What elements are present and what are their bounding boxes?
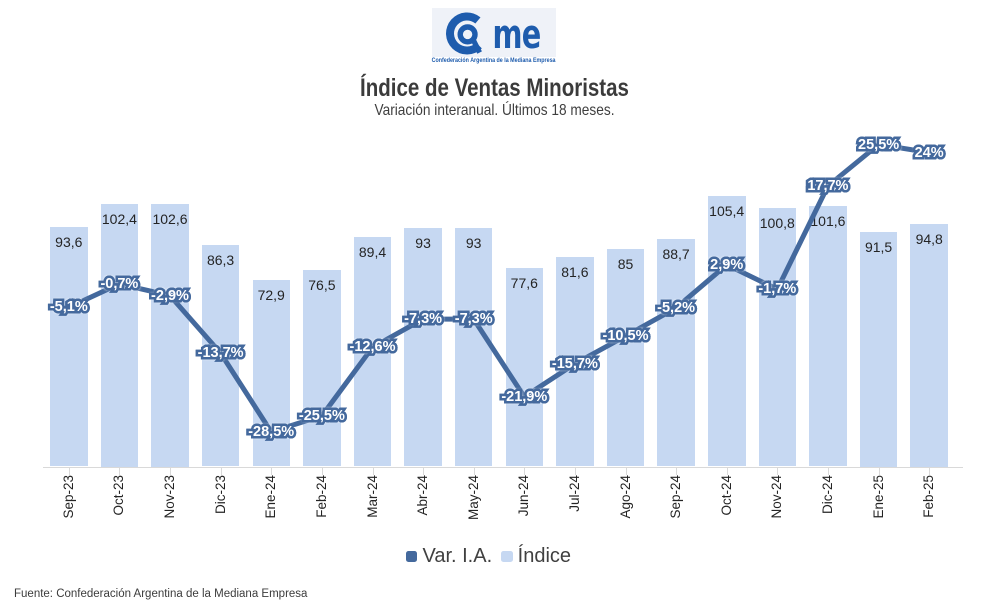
source-note: Fuente: Confederación Argentina de la Me… (14, 588, 308, 600)
bar-value-label: 85 (617, 255, 634, 272)
line-value-label: 17,7% 17,7% 17,7% (805, 176, 851, 197)
axis-tick (271, 467, 273, 475)
axis-tick (321, 467, 323, 475)
line-value-label: -21,9% -21,9% -21,9% (499, 386, 550, 407)
axis-tick (170, 467, 171, 475)
chart-subtitle: Variación interanual. Últimos 18 meses. (374, 101, 615, 119)
chart-title: Índice de Ventas Minoristas (360, 73, 629, 102)
axis-tick (68, 467, 70, 475)
axis-tick (726, 467, 728, 475)
bar-Nov-24 (758, 208, 797, 467)
axis-tick (625, 467, 627, 475)
line-value-label: -2,9% -2,9% -2,9% (149, 285, 192, 306)
bar-value-label: 93 (415, 235, 431, 252)
line-value-label: -1,7% -1,7% -1,7% (756, 279, 799, 300)
bar-Mar-24 (353, 237, 392, 467)
line-value-label: -28,5% -28,5% -28,5% (246, 421, 297, 442)
line-value-label: -7,3% -7,3% -7,3% (452, 309, 495, 330)
line-value-label: -25,5% -25,5% -25,5% (296, 405, 347, 426)
legend-label-line: Var. I.A. (422, 545, 493, 567)
axis-tick (929, 467, 931, 475)
bar-Abr-24 (404, 228, 442, 467)
bar-Feb-24 (303, 270, 341, 467)
came-logo: me (432, 8, 556, 57)
bar-Ago-24 (606, 248, 645, 467)
axis-tick (220, 467, 222, 475)
axis-tick (473, 467, 475, 475)
axis-tick (827, 467, 829, 475)
bar-Nov-23 (151, 203, 189, 467)
bar-value-label: 77,6 (510, 274, 538, 291)
line-value-label: -10,5% -10,5% -10,5% (600, 326, 651, 347)
axis-tick (119, 467, 121, 475)
axis-tick (423, 467, 425, 475)
line-value-label: -7,3% -7,3% -7,3% (402, 309, 445, 330)
line-value-label: -15,7% -15,7% -15,7% (549, 353, 600, 374)
x-axis-line (43, 466, 963, 468)
bar-Dic-24 (809, 206, 847, 467)
bar-value-label: 101,6 (810, 213, 846, 230)
legend: Var. I.A. Índice (0, 545, 983, 568)
bar-Feb-25 (910, 223, 948, 467)
bar-value-label: 81,6 (561, 264, 589, 281)
axis-tick (676, 467, 678, 475)
legend-swatch-bar (501, 550, 513, 563)
line-value-label: -5,1% -5,1% -5,1% (47, 297, 90, 318)
bar-value-label: 86,3 (206, 252, 235, 269)
bar-value-label: 93 (465, 235, 482, 252)
bar-Sep-23 (50, 226, 88, 467)
bar-value-label: 100,8 (759, 215, 795, 232)
bar-value-label: 93,6 (55, 233, 83, 250)
bar-value-label: 72,9 (257, 286, 285, 303)
came-logo-icon: me (446, 12, 541, 56)
line-value-label: 24% 24% 24% (912, 142, 946, 163)
line-path (66, 142, 932, 435)
bar-Ene-24 (252, 279, 290, 467)
bar-Oct-24 (708, 196, 746, 467)
logo-caption: Confederación Argentina de la Mediana Em… (432, 57, 556, 64)
bar-Sep-24 (657, 239, 695, 467)
bar-value-label: 102,6 (152, 210, 188, 227)
line-value-label: -12,6% -12,6% -12,6% (347, 337, 398, 358)
logo-c-shape (446, 12, 482, 55)
bar-value-label: 102,4 (101, 211, 137, 227)
bar-value-label: 76,5 (308, 277, 336, 294)
line-value-label: -5,2% -5,2% -5,2% (655, 297, 698, 318)
logo-me-text: me (493, 12, 541, 56)
bar-May-24 (454, 228, 493, 467)
bar-value-label: 91,5 (864, 239, 893, 255)
bar-value-label: 94,8 (915, 230, 943, 247)
bar-value-label: 105,4 (709, 203, 745, 220)
bar-value-label: 89,4 (358, 244, 387, 261)
bar-Ene-25 (859, 232, 898, 467)
line-value-label: 2,9% 2,9% 2,9% (708, 254, 746, 275)
bar-Oct-23 (100, 204, 139, 467)
axis-tick (574, 467, 576, 475)
logo-a-tail (471, 39, 482, 54)
logo-a-ring (457, 24, 478, 45)
axis-tick (777, 467, 779, 475)
axis-tick (878, 467, 880, 475)
legend-swatch-line (405, 550, 418, 563)
bar-value-label: 88,7 (662, 246, 690, 263)
line-value-label: -0,7% -0,7% -0,7% (98, 273, 141, 294)
bar-Jun-24 (505, 267, 543, 467)
axis-tick (372, 467, 374, 475)
line-value-label: -13,7% -13,7% -13,7% (195, 343, 246, 364)
axis-tick (524, 467, 526, 475)
line-value-label: 25,5% 25,5% 25,5% (856, 134, 902, 155)
legend-label-bar: Índice (517, 545, 572, 567)
